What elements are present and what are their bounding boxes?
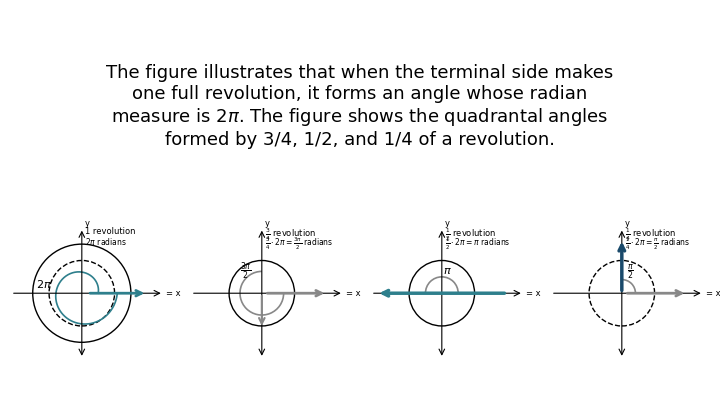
Text: $\frac{3\pi}{2}$: $\frac{3\pi}{2}$ <box>240 260 251 282</box>
Text: $\frac{3}{4}$ revolution: $\frac{3}{4}$ revolution <box>264 227 315 243</box>
Text: y: y <box>444 219 449 228</box>
Text: = x: = x <box>526 289 541 298</box>
Text: = x: = x <box>166 289 181 298</box>
Text: $\frac{1}{2} \cdot 2\pi = \pi$ radians: $\frac{1}{2} \cdot 2\pi = \pi$ radians <box>444 236 510 252</box>
Text: y: y <box>84 219 89 228</box>
Text: 15: 15 <box>698 379 719 394</box>
Text: 1 revolution: 1 revolution <box>84 227 135 236</box>
Text: = x: = x <box>706 289 720 298</box>
Text: = x: = x <box>346 289 361 298</box>
Text: $\frac{\pi}{2}$: $\frac{\pi}{2}$ <box>626 262 634 281</box>
Text: $\frac{1}{2}$ revolution: $\frac{1}{2}$ revolution <box>444 227 495 243</box>
Text: The figure illustrates that when the terminal side makes
one full revolution, it: The figure illustrates that when the ter… <box>107 64 613 149</box>
Text: y: y <box>264 219 269 228</box>
Text: Copyright © 2014, 2010, 2007 Pearson Education, Inc.: Copyright © 2014, 2010, 2007 Pearson Edu… <box>226 382 494 392</box>
Text: $\frac{1}{4} \cdot 2\pi = \frac{\pi}{2}$ radians: $\frac{1}{4} \cdot 2\pi = \frac{\pi}{2}$… <box>624 236 690 252</box>
Text: y: y <box>624 219 629 228</box>
Text: ALWAYS LEARNING: ALWAYS LEARNING <box>7 382 110 392</box>
Text: $\frac{1}{4}$ revolution: $\frac{1}{4}$ revolution <box>624 227 675 243</box>
Text: $2\pi$ radians: $2\pi$ radians <box>84 236 126 247</box>
Text: $2\pi$: $2\pi$ <box>36 278 52 290</box>
Text: $\pi$: $\pi$ <box>443 266 451 276</box>
Text: $\frac{3}{4} \cdot 2\pi = \frac{3\pi}{2}$ radians: $\frac{3}{4} \cdot 2\pi = \frac{3\pi}{2}… <box>264 236 333 252</box>
Text: PEARSON: PEARSON <box>590 380 676 394</box>
Text: Drawing Angles in Standard Position: Drawing Angles in Standard Position <box>11 17 472 37</box>
